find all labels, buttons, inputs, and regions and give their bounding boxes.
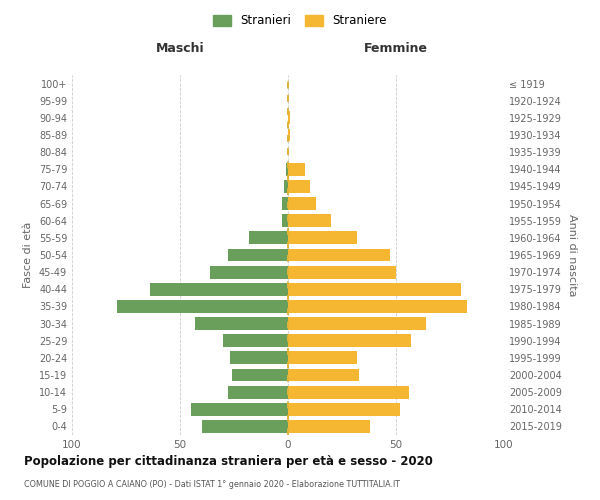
Bar — [288, 300, 467, 313]
Bar — [288, 266, 396, 278]
Text: COMUNE DI POGGIO A CAIANO (PO) - Dati ISTAT 1° gennaio 2020 - Elaborazione TUTTI: COMUNE DI POGGIO A CAIANO (PO) - Dati IS… — [24, 480, 400, 489]
Bar — [281, 197, 288, 210]
Bar — [202, 420, 288, 433]
Bar — [281, 214, 288, 227]
Bar — [288, 163, 305, 175]
Text: Femmine: Femmine — [364, 42, 428, 55]
Bar — [191, 403, 288, 415]
Bar — [195, 317, 288, 330]
Bar — [249, 232, 288, 244]
Bar — [210, 266, 288, 278]
Bar — [288, 368, 359, 382]
Bar — [223, 334, 288, 347]
Bar — [232, 368, 288, 382]
Bar — [288, 232, 357, 244]
Bar — [286, 163, 288, 175]
Legend: Stranieri, Straniere: Stranieri, Straniere — [209, 11, 391, 31]
Bar — [288, 420, 370, 433]
Bar — [118, 300, 288, 313]
Bar — [288, 180, 310, 193]
Bar — [288, 128, 290, 141]
Y-axis label: Anni di nascita: Anni di nascita — [567, 214, 577, 296]
Bar — [288, 317, 426, 330]
Bar — [288, 334, 411, 347]
Bar — [288, 352, 357, 364]
Bar — [288, 403, 400, 415]
Bar — [288, 214, 331, 227]
Bar — [227, 248, 288, 262]
Bar — [288, 248, 389, 262]
Bar — [288, 283, 461, 296]
Bar — [288, 386, 409, 398]
Bar — [227, 386, 288, 398]
Bar — [288, 112, 290, 124]
Y-axis label: Fasce di età: Fasce di età — [23, 222, 33, 288]
Text: Popolazione per cittadinanza straniera per età e sesso - 2020: Popolazione per cittadinanza straniera p… — [24, 455, 433, 468]
Bar — [284, 180, 288, 193]
Bar — [230, 352, 288, 364]
Bar — [288, 197, 316, 210]
Text: Maschi: Maschi — [155, 42, 205, 55]
Bar — [150, 283, 288, 296]
